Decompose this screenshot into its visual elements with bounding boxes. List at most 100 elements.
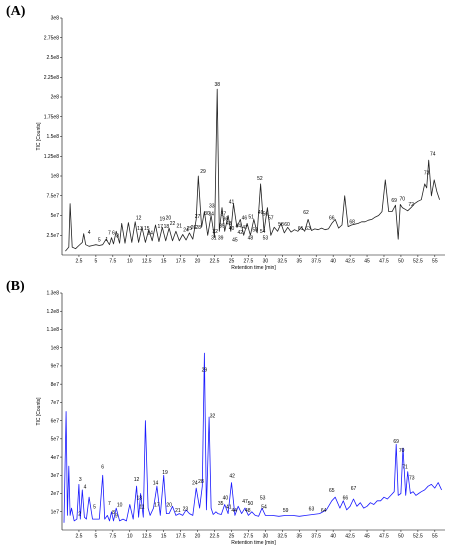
y-tick-label: 1.2e8	[46, 309, 59, 315]
peak-label: 4	[84, 484, 87, 490]
peak-label: 59	[283, 508, 289, 514]
peak-label: 8	[112, 510, 115, 516]
x-tick-label: 40	[330, 534, 336, 540]
y-tick-label: 6e7	[51, 418, 60, 424]
y-tick-label: 2.75e8	[44, 35, 60, 41]
peak-label: 46	[242, 216, 248, 222]
x-tick-label: 45	[364, 259, 370, 265]
peak-label: 17	[154, 503, 160, 509]
peak-label: 6	[112, 231, 115, 237]
y-tick-label: 1.5e8	[46, 134, 59, 140]
peak-label: 11	[139, 504, 144, 510]
peak-label: 41	[229, 200, 235, 206]
peak-label: 60	[284, 222, 290, 228]
x-tick-label: 50	[398, 534, 404, 540]
peak-label: 24	[183, 227, 189, 233]
x-tick-label: 17.5	[176, 259, 186, 265]
peak-label: 34	[208, 212, 214, 218]
peak-label: 19	[162, 470, 168, 476]
peak-label: 49	[258, 210, 264, 216]
x-tick-label: 15	[161, 534, 167, 540]
x-tick-label: 20	[195, 259, 201, 265]
y-tick-label: 2e7	[51, 491, 60, 497]
peak-label: 72	[408, 202, 414, 208]
peak-label: 44	[235, 223, 241, 229]
peak-label: 70	[399, 448, 405, 454]
x-tick-label: 35	[296, 259, 302, 265]
x-axis-title: Retention time [min]	[231, 540, 276, 546]
peak-label: 10	[117, 503, 123, 509]
peak-label: 13	[137, 226, 143, 232]
peak-label: 69	[393, 439, 399, 445]
y-tick-label: 5e7	[51, 213, 60, 219]
peak-label: 58	[278, 222, 284, 228]
panel-label-b: (B)	[6, 279, 25, 294]
peak-label: 28	[198, 479, 204, 485]
peak-label: 54	[260, 229, 266, 235]
y-tick-label: 1e8	[51, 174, 60, 180]
peak-label: 8	[116, 234, 119, 240]
x-tick-label: 10	[127, 259, 133, 265]
series-line-b	[63, 352, 442, 523]
x-tick-label: 32.5	[277, 534, 287, 540]
peak-label: 65	[329, 488, 335, 494]
y-tick-label: 1.75e8	[44, 114, 60, 120]
x-tick-label: 7.5	[109, 259, 116, 265]
x-tick-label: 25	[229, 259, 235, 265]
peak-label: 57	[268, 216, 274, 222]
peak-label: 18	[164, 224, 170, 230]
peak-label: 32	[210, 413, 216, 419]
y-tick-label: 3e8	[51, 16, 60, 22]
peak-label: 13	[136, 495, 142, 501]
peak-label: 66	[329, 216, 335, 222]
peak-label: 5	[98, 238, 101, 244]
x-tick-label: 55	[432, 259, 438, 265]
peak-label: 73	[424, 171, 430, 177]
peak-label: 7	[108, 501, 111, 507]
peak-label: 53	[260, 495, 266, 501]
peak-label: 71	[402, 464, 408, 470]
x-tick-label: 52.5	[413, 259, 423, 265]
peak-label: 48	[248, 235, 254, 241]
x-axis-title: Retention time [min]	[231, 265, 276, 271]
x-tick-label: 22.5	[210, 259, 220, 265]
peak-label: 21	[176, 223, 182, 229]
peak-label: 14	[147, 231, 153, 237]
peak-label: 50	[252, 227, 258, 233]
x-tick-label: 25	[229, 534, 235, 540]
y-tick-label: 9e7	[51, 364, 60, 370]
peak-label: 32	[212, 229, 218, 235]
y-tick-label: 7.5e7	[46, 193, 59, 199]
peak-label: 9	[115, 514, 118, 520]
chromatogram-a-svg: 2.5e7 5e7 7.5e7 1e8 1.25e8 1.5e8 1.75e8 2e8 2.25…	[36, 16, 445, 271]
peak-label: 29	[200, 169, 206, 175]
x-tick-label: 50	[398, 259, 404, 265]
y-axis-title: TIC [Counts]	[36, 122, 42, 151]
chromatogram-panel-b: (B) 1e7 2e7 3e7 4e7 5e7 6e7 7e7 8e7 9e7 1e8 1.1e8 1…	[0, 275, 456, 550]
y-tick-label: 5e7	[51, 437, 60, 443]
x-tick-label: 30	[263, 534, 269, 540]
x-tick-label: 17.5	[176, 534, 186, 540]
peak-label: 42	[229, 473, 235, 479]
y-tick-label: 2e8	[51, 95, 60, 101]
y-tick-label: 1.1e8	[46, 327, 59, 333]
peak-label: 25	[187, 226, 193, 232]
y-tick-label: 2.5e7	[46, 233, 59, 239]
peak-label: 52	[257, 176, 263, 182]
y-tick-label: 2.25e8	[44, 75, 60, 81]
peak-label: 62	[303, 210, 309, 216]
peak-label: 30	[204, 211, 210, 217]
y-tick-label: 8e7	[51, 382, 60, 388]
x-tick-label: 15	[161, 259, 167, 265]
peak-label: 5	[93, 504, 96, 510]
peak-label: 29	[202, 368, 208, 374]
x-tick-label: 45	[364, 534, 370, 540]
peak-label: 41	[226, 504, 232, 510]
peak-label: 50	[248, 501, 254, 507]
peak-label: 63	[305, 226, 311, 232]
peak-label: 27	[195, 214, 201, 220]
peak-label: 35	[218, 501, 224, 507]
x-tick-label: 2.5	[75, 259, 82, 265]
x-tick-label: 20	[195, 534, 201, 540]
peak-label: 28	[195, 225, 201, 231]
